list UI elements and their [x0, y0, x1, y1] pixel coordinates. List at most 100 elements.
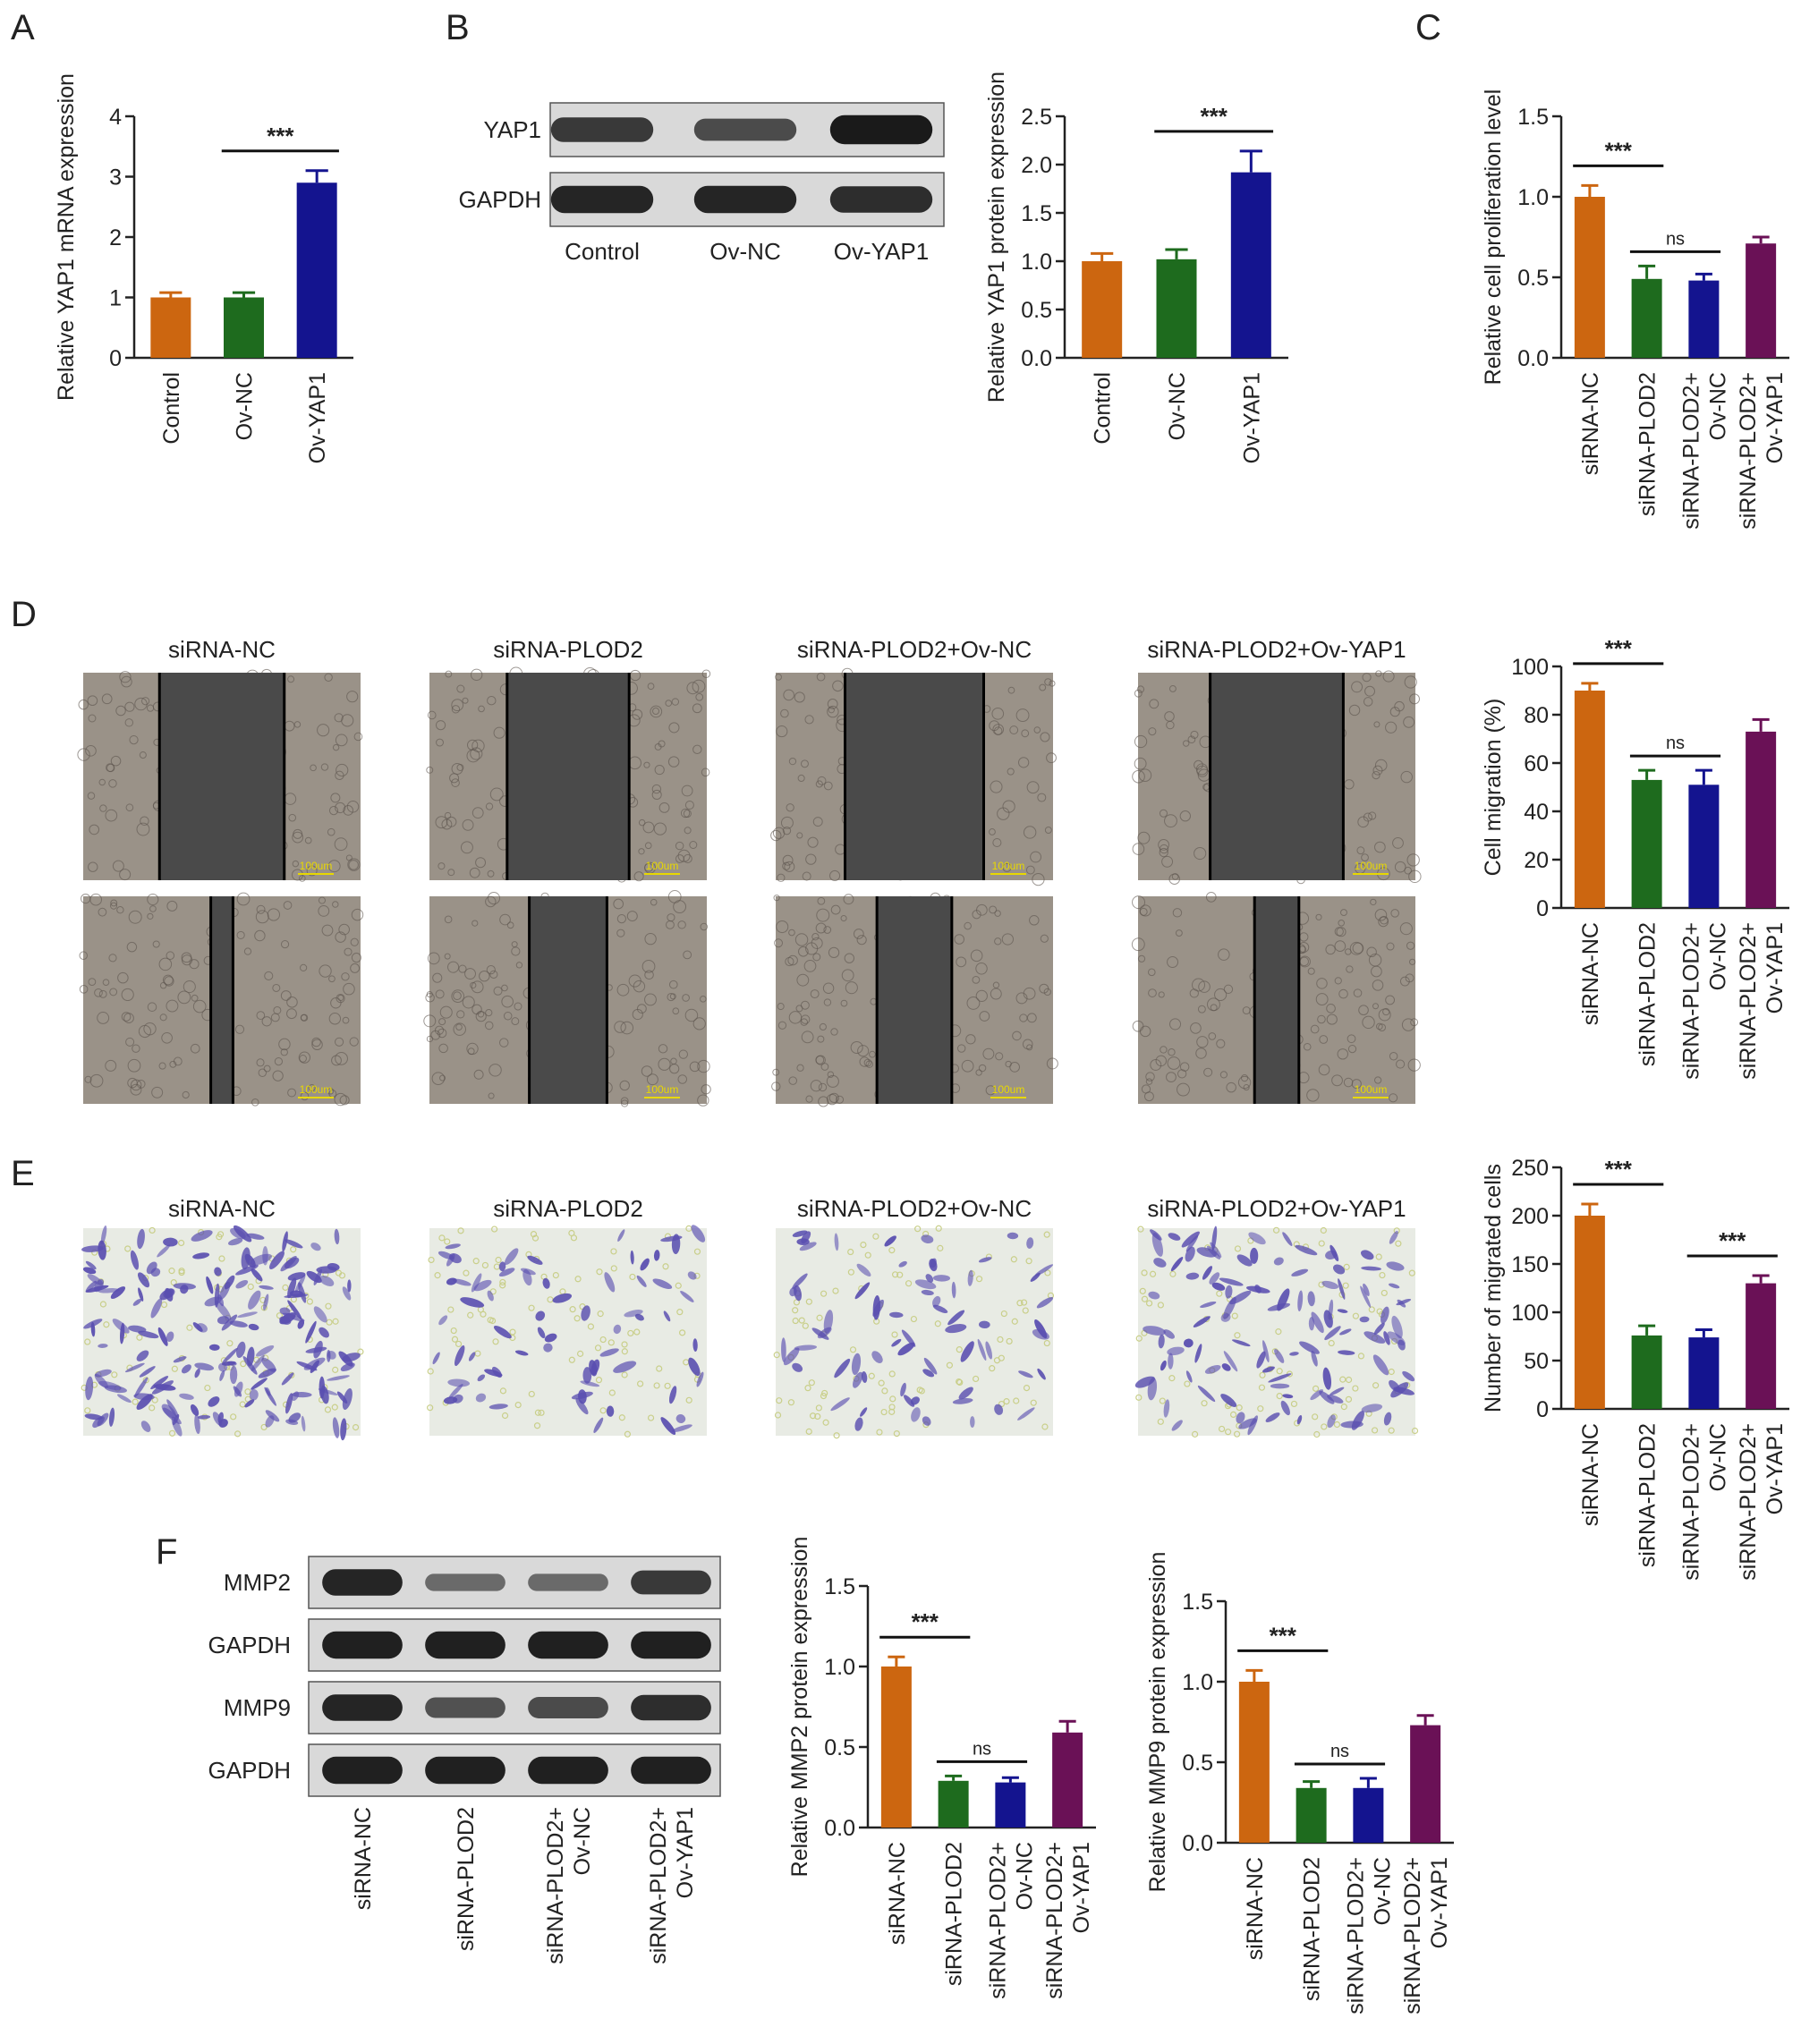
cell-texture: [140, 697, 150, 706]
cell-texture: [346, 691, 359, 703]
y-axis-title: Relative YAP1 mRNA expression: [54, 73, 79, 401]
cell-texture: [318, 904, 330, 917]
pore-texture: [814, 1412, 821, 1421]
cell-texture: [1306, 1089, 1320, 1102]
cell-texture: [653, 822, 667, 835]
cell-texture: [81, 893, 91, 904]
cell-texture: [818, 1082, 828, 1092]
stained-cell: [606, 1405, 615, 1417]
pore-texture: [1352, 1312, 1360, 1319]
pore-texture: [1157, 1302, 1164, 1309]
cell-texture: [501, 995, 514, 1008]
stained-cell: [792, 1230, 808, 1237]
cell-texture: [182, 1090, 190, 1099]
blot-band: [693, 185, 797, 214]
stained-cell: [498, 1268, 515, 1277]
cell-texture: [162, 974, 174, 986]
cell-texture: [1166, 1072, 1177, 1083]
cell-texture: [121, 675, 132, 688]
pore-texture: [472, 1258, 480, 1265]
cell-texture: [651, 789, 662, 800]
cell-texture: [287, 1088, 297, 1098]
stained-cell: [1221, 1363, 1231, 1371]
cell-texture: [1315, 993, 1329, 1005]
pore-texture: [499, 1282, 506, 1289]
scratch-gap: [529, 896, 607, 1104]
stained-cell: [932, 1304, 948, 1314]
scratch-gap: [506, 673, 630, 880]
pore-texture: [132, 1398, 139, 1405]
cell-texture: [288, 813, 297, 822]
pore-texture: [463, 1269, 470, 1276]
x-category-label: siRNA-PLOD2: [1300, 1857, 1325, 2001]
stained-cell: [1339, 1328, 1352, 1336]
pore-texture: [514, 1402, 522, 1409]
significance-label: ***: [1605, 137, 1633, 164]
scratch-gap: [159, 673, 285, 880]
cell-texture: [1029, 915, 1040, 926]
blot-row-label: GAPDH: [208, 1757, 291, 1784]
stained-cell: [688, 1357, 701, 1377]
cell-texture: [1319, 1035, 1329, 1044]
stained-cell: [1211, 1282, 1226, 1291]
y-axis-title: Cell migration (%): [1481, 699, 1506, 877]
transwell-image-title: siRNA-PLOD2+Ov-YAP1: [1147, 1195, 1406, 1222]
pore-texture: [1368, 1306, 1375, 1313]
cell-texture: [636, 1004, 647, 1014]
x-category-label: siRNA-PLOD2: [1635, 922, 1661, 1066]
cell-texture: [827, 1071, 835, 1078]
stained-cell: [85, 1376, 94, 1401]
cell-texture: [985, 1085, 996, 1096]
stained-cell: [181, 1364, 191, 1374]
stained-cell: [1307, 1291, 1315, 1307]
cell-texture: [438, 1018, 446, 1026]
x-category-label: Ov-YAP1: [1763, 372, 1788, 463]
significance-label: ***: [267, 123, 294, 149]
pore-texture: [574, 1276, 582, 1283]
cell-texture: [816, 672, 826, 682]
bar: [1688, 280, 1720, 358]
stained-cell: [139, 1366, 156, 1378]
pore-texture: [809, 1412, 817, 1420]
stained-cell: [297, 1319, 305, 1329]
cell-texture: [317, 724, 330, 737]
pore-texture: [805, 1298, 812, 1305]
stained-cell: [1372, 1354, 1389, 1376]
stained-cell: [535, 1310, 546, 1321]
cell-texture: [344, 947, 353, 956]
stained-cell: [1396, 1298, 1412, 1306]
cell-texture: [183, 980, 196, 994]
pore-texture: [457, 1227, 464, 1234]
stained-cell: [660, 1417, 676, 1435]
pore-texture: [599, 1336, 607, 1344]
x-category-label: Ov-YAP1: [305, 372, 330, 463]
stained-cell: [872, 1294, 880, 1320]
cell-texture: [460, 841, 473, 854]
cell-texture: [488, 1064, 502, 1077]
stained-cell: [1193, 1316, 1211, 1327]
stained-cell: [208, 1344, 220, 1351]
pore-texture: [178, 1268, 185, 1276]
pore-texture: [621, 1348, 628, 1355]
cell-texture: [807, 836, 819, 848]
stained-cell: [1340, 1421, 1364, 1429]
stained-cell: [1389, 1231, 1398, 1244]
cell-texture: [1349, 941, 1364, 955]
stained-cell: [117, 1394, 132, 1404]
stained-cell: [452, 1278, 471, 1286]
cell-texture: [1168, 1047, 1176, 1056]
cell-texture: [994, 910, 1001, 917]
pore-texture: [997, 1336, 1004, 1344]
chart-a: 0 1 2 3 4 Relative YAP1 mRNA expression Contro…: [54, 73, 353, 463]
y-tick-label: 0.0: [1517, 346, 1549, 371]
cell-texture: [684, 800, 694, 810]
stained-cell: [1219, 1277, 1244, 1286]
stained-cell: [110, 1286, 126, 1299]
stained-cell: [891, 1338, 902, 1347]
cell-texture: [166, 900, 178, 912]
pore-texture: [217, 1231, 225, 1238]
stained-cell: [1296, 1414, 1303, 1425]
pore-texture: [576, 1350, 584, 1357]
blot-band: [322, 1694, 403, 1721]
significance-label: ***: [1270, 1622, 1297, 1649]
